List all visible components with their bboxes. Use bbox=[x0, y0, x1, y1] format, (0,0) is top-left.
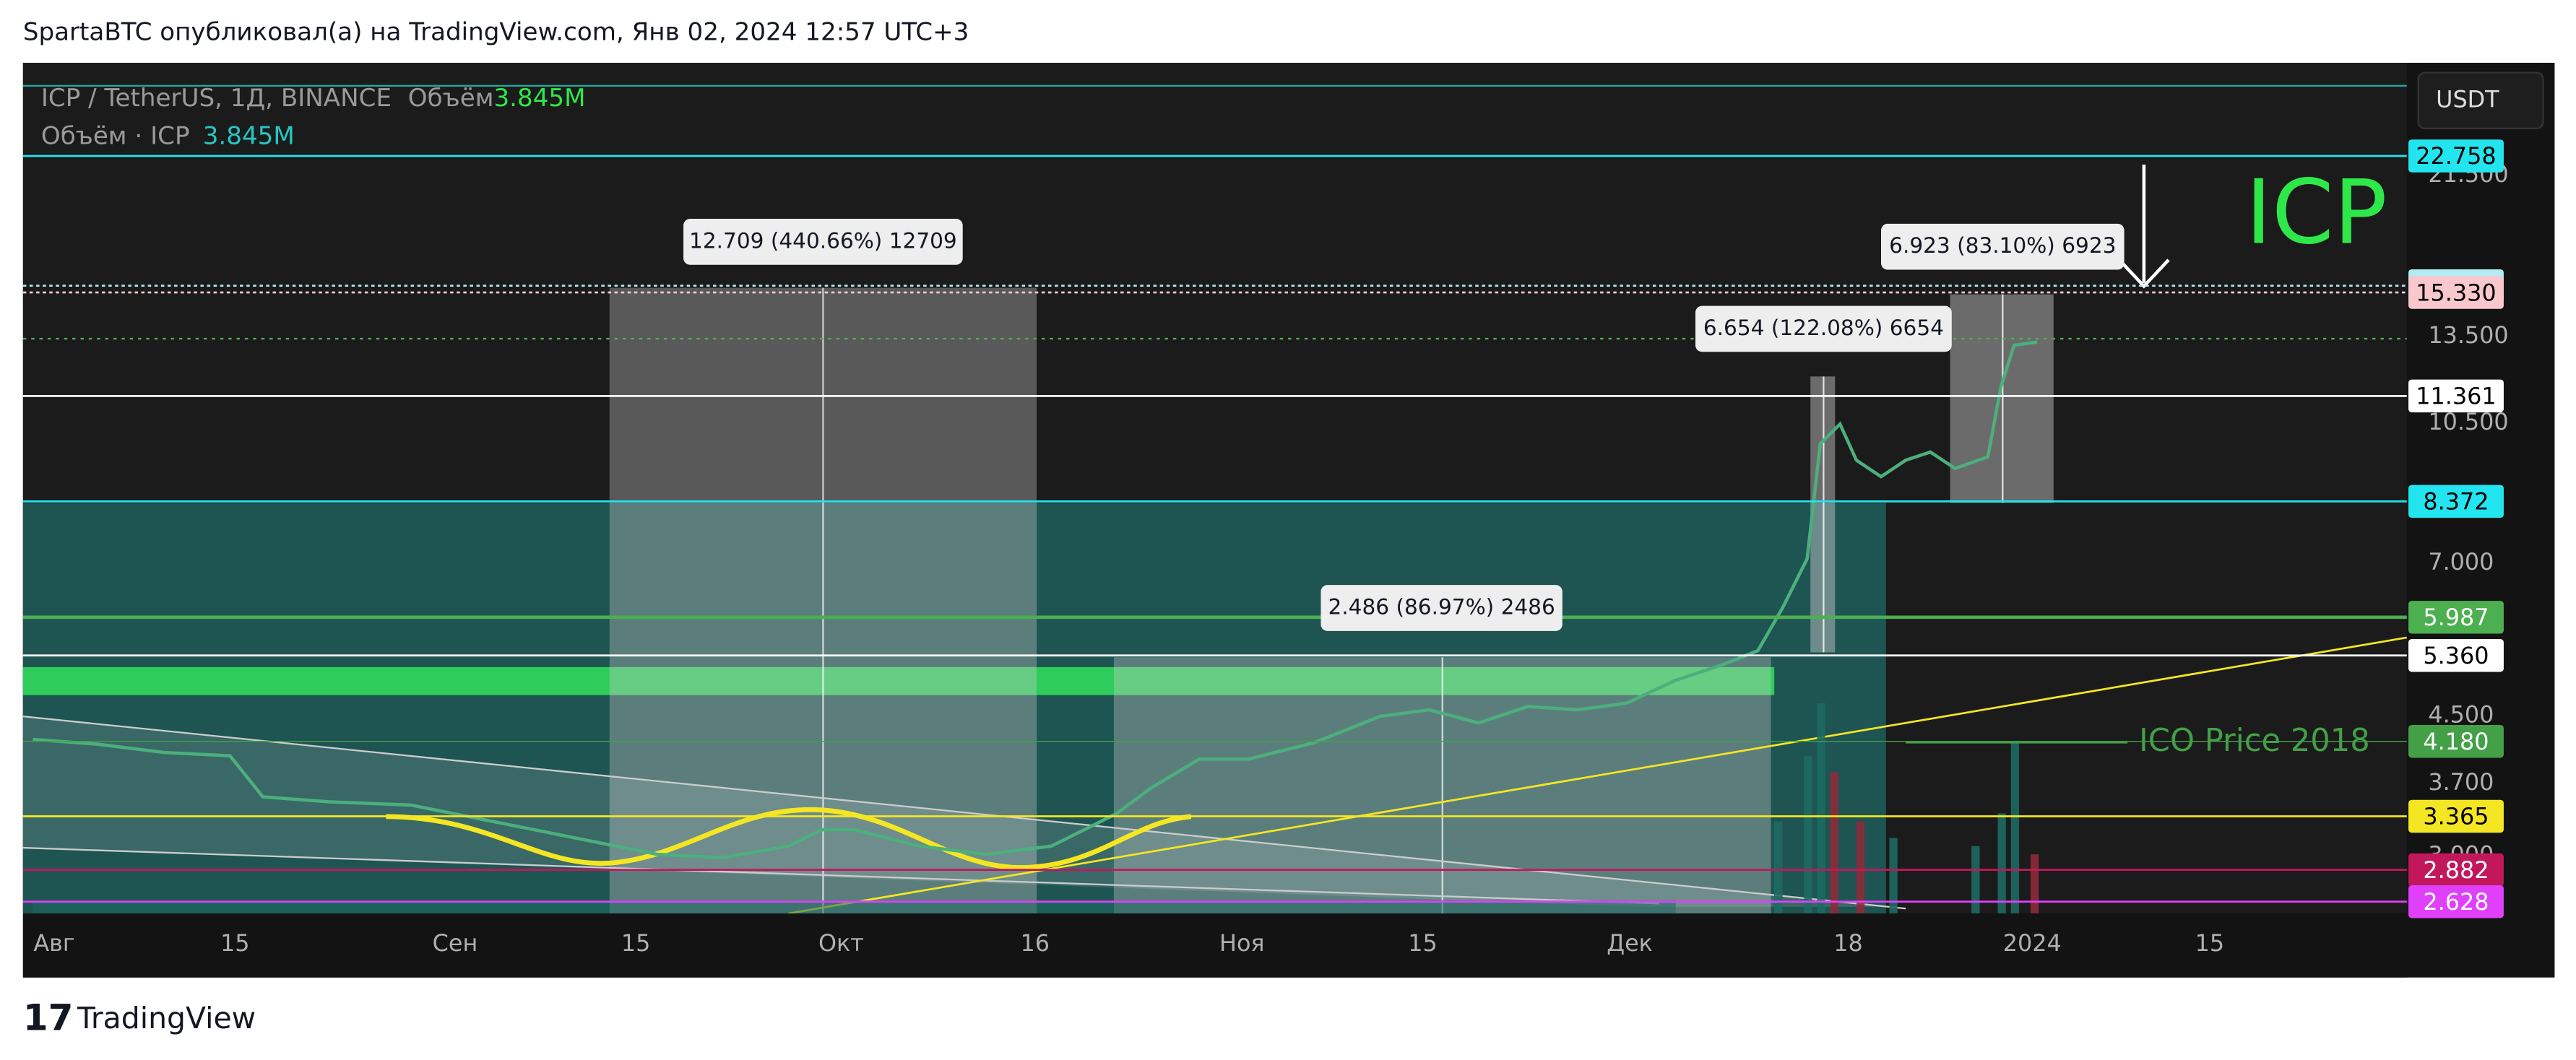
measure-label-box bbox=[1695, 305, 1952, 352]
price-level-label: 5.987 bbox=[2423, 604, 2489, 631]
logo-mark: 17 bbox=[23, 996, 74, 1038]
price-level-badge bbox=[2408, 799, 2504, 833]
price-level-badge bbox=[2408, 885, 2504, 918]
price-level-label: 2.628 bbox=[2423, 888, 2489, 916]
time-label: Окт bbox=[818, 929, 864, 957]
volume-study-value: 3.845M bbox=[203, 121, 295, 150]
trendline bbox=[22, 846, 1660, 905]
price-level-badge bbox=[2408, 639, 2504, 672]
measure-label-box bbox=[683, 219, 963, 265]
brand: TradingView bbox=[77, 1001, 256, 1035]
time-label: Ноя bbox=[1219, 929, 1265, 957]
price-level-badge bbox=[2408, 485, 2504, 518]
time-label: 2024 bbox=[2003, 929, 2062, 957]
time-label: 15 bbox=[1408, 929, 1438, 957]
legend-volume: Объём · ICP 3.845M bbox=[41, 121, 295, 150]
price-level-label: 3.365 bbox=[2423, 803, 2489, 830]
price-level-label: 4.180 bbox=[2423, 728, 2489, 755]
price-path bbox=[33, 340, 2038, 859]
price-level-badge bbox=[2408, 379, 2504, 413]
time-label: Авг bbox=[33, 929, 74, 957]
currency-button[interactable] bbox=[2417, 71, 2544, 130]
legend-symbol: ICP / TetherUS, 1Д, BINANCE Объём3.845M bbox=[41, 84, 586, 113]
price-level-badge bbox=[2408, 601, 2504, 634]
price-level-badge bbox=[2408, 724, 2504, 758]
price-level-badge bbox=[2408, 276, 2504, 309]
currency-label: USDT bbox=[2436, 85, 2499, 113]
measure-box bbox=[1810, 376, 1836, 653]
time-label: 15 bbox=[2195, 929, 2225, 957]
price-level-label: 15.330 bbox=[2416, 279, 2496, 306]
price-level-badge bbox=[2408, 139, 2504, 173]
cycle-curve bbox=[386, 807, 1192, 870]
measure-label: 6.923 (83.10%) 6923 bbox=[1889, 233, 2116, 258]
ico-annotation: ICO Price 2018 bbox=[2139, 723, 2370, 759]
measure-label-box bbox=[1880, 223, 2125, 270]
price-tick-label: 13.500 bbox=[2428, 321, 2508, 349]
arrow-head bbox=[2118, 259, 2170, 289]
symbol: ICP / TetherUS, 1Д, BINANCE bbox=[41, 84, 392, 113]
publish-header: SpartaBTC опубликовал(а) на TradingView.… bbox=[23, 18, 969, 47]
time-label: 15 bbox=[220, 929, 250, 957]
time-label: Дек bbox=[1607, 929, 1653, 957]
price-tick-label: 3.700 bbox=[2428, 768, 2494, 796]
price-level-label: 5.360 bbox=[2423, 642, 2489, 669]
trendline bbox=[788, 636, 2407, 915]
price-level-label: 8.372 bbox=[2423, 488, 2489, 516]
green-zone bbox=[22, 666, 1775, 695]
price-level-badge bbox=[2408, 853, 2504, 887]
volume-value: 3.845M bbox=[493, 84, 585, 113]
price-tick-label: 10.500 bbox=[2428, 408, 2508, 435]
time-label: 15 bbox=[621, 929, 651, 957]
time-label: 18 bbox=[1833, 929, 1863, 957]
price-tick-label: 7.000 bbox=[2428, 548, 2494, 575]
trendline bbox=[22, 715, 1906, 910]
volume-label: Объём bbox=[408, 84, 494, 113]
ticker-annotation: ICP bbox=[2246, 161, 2387, 264]
price-level-label: 2.882 bbox=[2423, 856, 2489, 884]
time-label: 16 bbox=[1021, 929, 1050, 957]
measure-label: 12.709 (440.66%) 12709 bbox=[689, 228, 957, 253]
price-level-label: 11.361 bbox=[2416, 383, 2496, 410]
time-label: Сен bbox=[433, 929, 478, 957]
volume-bars bbox=[33, 703, 2039, 914]
price-level-label: 22.758 bbox=[2416, 142, 2496, 170]
measure-label: 6.654 (122.08%) 6654 bbox=[1703, 316, 1944, 340]
measure-label: 2.486 (86.97%) 2486 bbox=[1328, 595, 1555, 620]
volume-study: Объём · ICP bbox=[41, 121, 190, 150]
measure-label-box bbox=[1321, 585, 1563, 631]
price-tick-label: 4.500 bbox=[2428, 700, 2494, 728]
time-axis bbox=[22, 913, 2407, 978]
